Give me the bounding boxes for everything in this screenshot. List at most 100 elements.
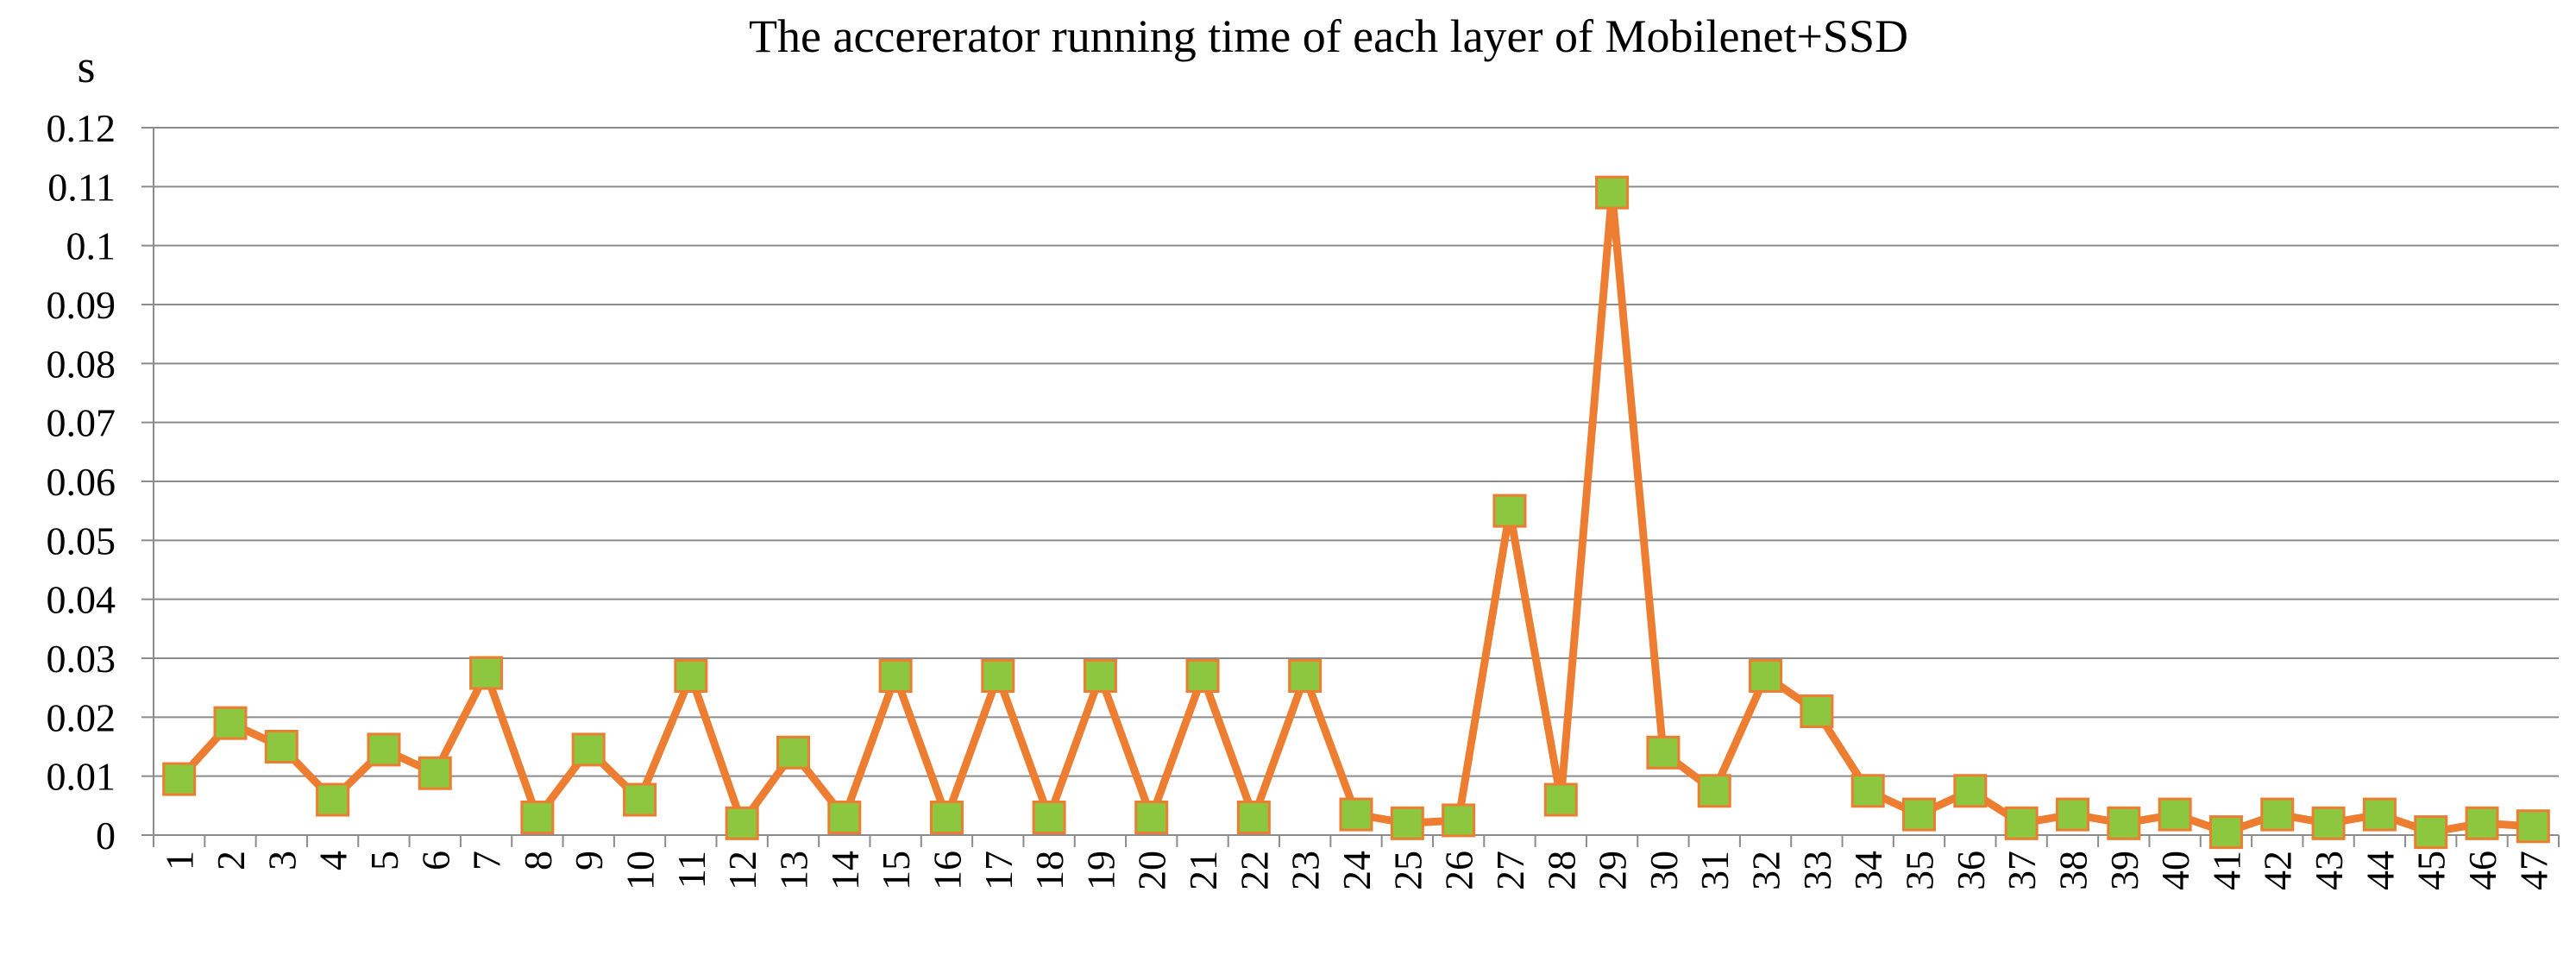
x-tick-label: 40 [2153, 851, 2197, 890]
data-markers [162, 175, 2550, 850]
x-tick-label: 18 [1027, 851, 1071, 890]
series-line-layer [175, 188, 2537, 837]
x-tick-label: 1 [158, 851, 202, 870]
x-tick-label: 41 [2204, 851, 2248, 890]
data-point-marker [2260, 797, 2295, 832]
data-point-marker [2362, 797, 2397, 832]
data-point-marker [1288, 659, 1323, 693]
x-tick-label: 33 [1795, 851, 1839, 890]
data-point-marker [2516, 809, 2550, 844]
data-point-marker [162, 762, 197, 796]
data-point-marker [1185, 659, 1220, 693]
x-tick-label: 42 [2256, 851, 2300, 890]
y-tick-label: 0.05 [47, 518, 116, 562]
x-tick-label: 43 [2307, 851, 2351, 890]
y-tick-label: 0.1 [66, 224, 116, 268]
data-point-marker [725, 806, 759, 840]
data-point-marker [878, 659, 913, 693]
x-tick-label: 20 [1130, 851, 1174, 890]
data-point-marker [2004, 806, 2039, 840]
data-point-marker [1543, 782, 1578, 817]
x-tick-label: 24 [1335, 851, 1379, 890]
data-point-marker [2414, 815, 2448, 850]
x-tick-labels: 1 2 3 4 5 6 7 8 9 10 11 12 13 14 15 16 17 18 19 20 21 22 23 24 2… [158, 851, 2556, 890]
y-axis-unit-label: s [77, 41, 95, 92]
data-point-marker [827, 801, 862, 834]
data-point-marker [929, 801, 964, 834]
data-point-marker [1800, 694, 1834, 728]
data-point-marker [1032, 801, 1066, 834]
data-point-marker [674, 659, 708, 693]
x-tick-label: 2 [209, 851, 253, 870]
x-tick-label: 5 [362, 851, 406, 870]
x-tick-label: 14 [823, 851, 867, 890]
data-point-marker [1442, 803, 1476, 838]
chart-title: The accererator running time of each lay… [749, 10, 1908, 62]
gridlines [154, 127, 2559, 777]
data-point-marker [1902, 797, 1937, 832]
data-point-marker [520, 801, 555, 834]
y-tick-labels: 0 0.01 0.02 0.03 0.04 0.05 0.06 0.07 0.08 0.09 0.1… [47, 106, 116, 858]
data-point-marker [2311, 806, 2346, 840]
y-tick-label: 0.02 [47, 695, 116, 739]
x-tick-label: 34 [1846, 851, 1890, 890]
y-tick-label: 0.07 [47, 401, 116, 445]
y-tick-label: 0.04 [47, 578, 116, 622]
data-point-marker [1595, 175, 1630, 210]
data-point-marker [1134, 801, 1169, 834]
data-point-marker [623, 782, 657, 817]
data-point-marker [1390, 806, 1424, 840]
x-tick-label: 27 [1488, 851, 1532, 890]
x-tick-label: 3 [260, 851, 304, 870]
data-point-marker [1749, 659, 1783, 693]
x-tick-label: 30 [1642, 851, 1686, 890]
x-tick-label: 9 [567, 851, 611, 870]
data-point-marker [418, 756, 452, 790]
x-tick-label: 45 [2410, 851, 2453, 890]
x-tick-label: 21 [1181, 851, 1225, 890]
data-point-marker [213, 706, 248, 740]
x-tick-label: 32 [1744, 851, 1788, 890]
y-tick-label: 0.12 [47, 106, 116, 150]
data-point-marker [2055, 797, 2089, 832]
data-point-marker [1697, 774, 1731, 808]
x-tick-label: 19 [1078, 851, 1122, 890]
x-tick-label: 12 [720, 851, 764, 890]
y-tick-label: 0.01 [47, 755, 116, 799]
data-point-marker [1339, 797, 1373, 832]
x-tick-label: 39 [2102, 851, 2146, 890]
x-tick-label: 16 [925, 851, 969, 890]
data-point-marker [2158, 797, 2192, 832]
x-tick-label: 4 [311, 851, 355, 870]
data-point-marker [981, 659, 1015, 693]
x-tick-label: 22 [1232, 851, 1276, 890]
data-point-marker [1083, 659, 1117, 693]
x-tick-label: 46 [2460, 851, 2504, 890]
y-tick-label: 0.09 [47, 283, 116, 327]
x-tick-label: 11 [669, 851, 713, 889]
x-tick-label: 10 [619, 851, 663, 890]
data-point-marker [367, 732, 401, 767]
x-tick-label: 25 [1385, 851, 1429, 890]
x-tick-label: 15 [874, 851, 918, 890]
data-point-marker [1850, 774, 1885, 808]
x-tick-label: 26 [1437, 851, 1481, 890]
axes [141, 127, 2560, 847]
x-tick-label: 8 [516, 851, 560, 870]
y-tick-label: 0.06 [47, 460, 116, 504]
x-tick-label: 47 [2511, 851, 2555, 890]
x-tick-label: 35 [1898, 851, 1942, 890]
x-tick-label: 17 [977, 851, 1021, 890]
x-tick-label: 7 [465, 851, 509, 870]
y-tick-label: 0.08 [47, 342, 116, 386]
data-point-marker [2465, 806, 2499, 840]
y-tick-label: 0.03 [47, 637, 116, 681]
data-point-marker [571, 732, 606, 767]
data-point-marker [1953, 774, 1988, 808]
x-tick-label: 29 [1591, 851, 1635, 890]
y-tick-label: 0 [96, 814, 116, 858]
data-point-marker [2107, 806, 2141, 840]
x-tick-label: 13 [771, 851, 815, 890]
